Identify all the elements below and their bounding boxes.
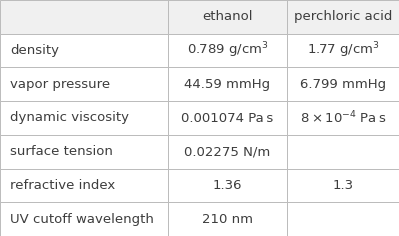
Bar — [168, 135, 287, 169]
Bar — [0, 135, 168, 169]
Bar — [0, 0, 168, 34]
Text: 210 nm: 210 nm — [202, 213, 253, 226]
Text: 1.3: 1.3 — [333, 179, 354, 192]
Text: $8\times10^{-4}$ Pa s: $8\times10^{-4}$ Pa s — [300, 110, 387, 126]
Text: perchloric acid: perchloric acid — [294, 10, 392, 23]
Text: refractive index: refractive index — [10, 179, 115, 192]
Text: density: density — [10, 44, 59, 57]
Bar — [287, 0, 399, 34]
Bar — [287, 202, 399, 236]
Bar — [0, 202, 168, 236]
Text: 0.789 g/cm$^3$: 0.789 g/cm$^3$ — [187, 41, 268, 60]
Text: 6.799 mmHg: 6.799 mmHg — [300, 78, 386, 91]
Bar — [287, 67, 399, 101]
Text: UV cutoff wavelength: UV cutoff wavelength — [10, 213, 154, 226]
Text: 1.36: 1.36 — [213, 179, 242, 192]
Bar — [168, 169, 287, 202]
Bar — [0, 169, 168, 202]
Text: vapor pressure: vapor pressure — [10, 78, 110, 91]
Text: 1.77 g/cm$^3$: 1.77 g/cm$^3$ — [307, 41, 379, 60]
Text: ethanol: ethanol — [202, 10, 253, 23]
Bar — [287, 135, 399, 169]
Bar — [168, 0, 287, 34]
Bar — [168, 101, 287, 135]
Bar — [287, 34, 399, 67]
Text: 0.001074 Pa s: 0.001074 Pa s — [181, 111, 274, 125]
Bar — [287, 169, 399, 202]
Bar — [0, 34, 168, 67]
Text: surface tension: surface tension — [10, 145, 113, 158]
Bar — [0, 67, 168, 101]
Bar — [168, 67, 287, 101]
Text: 0.02275 N/m: 0.02275 N/m — [184, 145, 271, 158]
Bar — [0, 101, 168, 135]
Bar — [168, 202, 287, 236]
Text: dynamic viscosity: dynamic viscosity — [10, 111, 129, 125]
Text: 44.59 mmHg: 44.59 mmHg — [184, 78, 271, 91]
Bar — [168, 34, 287, 67]
Bar — [287, 101, 399, 135]
